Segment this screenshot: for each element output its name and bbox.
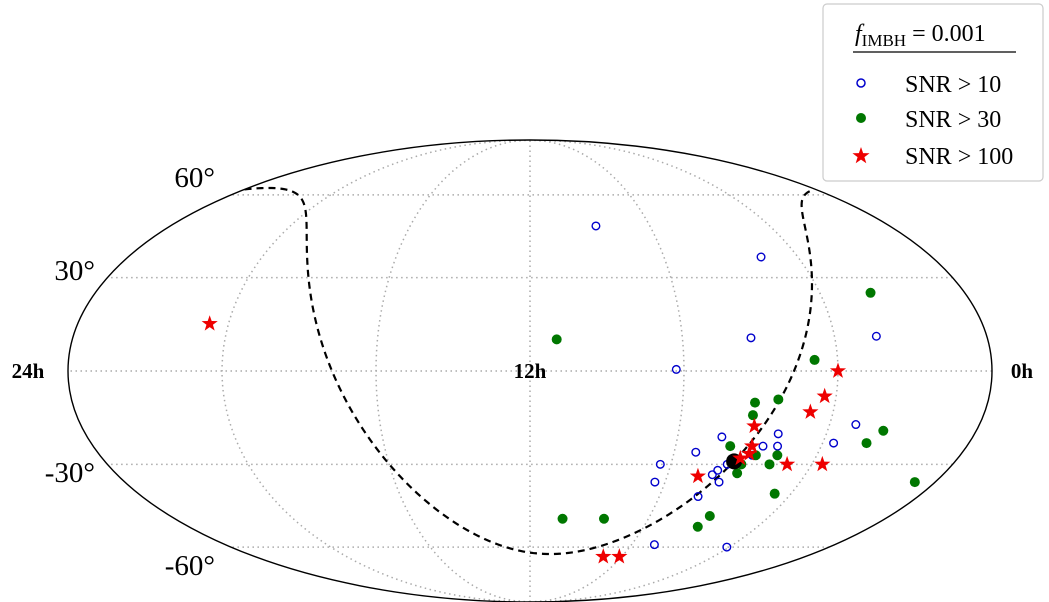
point-snr10 bbox=[655, 459, 665, 469]
point-snr30 bbox=[750, 397, 761, 408]
grid-meridian bbox=[375, 140, 531, 602]
data-points bbox=[201, 221, 920, 564]
point-snr100 bbox=[746, 417, 763, 433]
point-snr10 bbox=[756, 252, 766, 262]
legend-title: fIMBH = 0.001 bbox=[855, 21, 986, 50]
dec-label-60: 60° bbox=[174, 162, 215, 194]
point-snr100 bbox=[741, 445, 758, 461]
point-snr30 bbox=[551, 334, 562, 345]
point-snr10 bbox=[714, 477, 724, 487]
point-snr10 bbox=[671, 364, 681, 374]
dec-label-minus-60: -60° bbox=[165, 550, 215, 582]
point-snr100 bbox=[595, 548, 612, 564]
point-snr30 bbox=[772, 450, 783, 461]
legend: fIMBH = 0.001 SNR > 10 SNR > 30 SNR > 10… bbox=[822, 3, 1044, 182]
legend-marker-snr30 bbox=[856, 113, 866, 123]
point-snr30 bbox=[725, 441, 736, 452]
point-snr100 bbox=[743, 437, 761, 454]
point-snr100 bbox=[732, 449, 749, 466]
dec-label-30: 30° bbox=[54, 255, 95, 287]
point-snr100 bbox=[802, 403, 819, 419]
point-snr30 bbox=[878, 425, 889, 436]
point-snr10 bbox=[758, 441, 768, 451]
point-snr10 bbox=[829, 438, 839, 448]
galactic-plane-segment bbox=[244, 186, 735, 556]
legend-marker-snr100 bbox=[852, 147, 870, 164]
point-snr10 bbox=[717, 432, 727, 442]
point-snr10 bbox=[871, 331, 881, 341]
point-snr30 bbox=[769, 488, 780, 499]
legend-frame bbox=[822, 3, 1044, 182]
point-snr30 bbox=[809, 354, 820, 365]
point-snr10 bbox=[851, 420, 861, 430]
legend-label-snr30: SNR > 30 bbox=[905, 107, 1001, 133]
point-snr10 bbox=[707, 470, 717, 480]
point-snr10 bbox=[722, 542, 732, 552]
point-snr100 bbox=[816, 387, 833, 404]
point-snr30 bbox=[773, 394, 784, 405]
point-snr10 bbox=[691, 447, 701, 457]
point-snr100 bbox=[779, 455, 796, 472]
point-snr100 bbox=[814, 455, 831, 472]
grid-meridian bbox=[221, 140, 531, 602]
point-snr10 bbox=[693, 492, 703, 502]
point-snr30 bbox=[909, 477, 920, 488]
point-snr10 bbox=[591, 221, 601, 231]
ra-label-12h: 12h bbox=[514, 359, 547, 383]
point-snr30 bbox=[861, 438, 872, 449]
point-snr30 bbox=[598, 513, 609, 524]
point-snr30 bbox=[692, 521, 703, 532]
sky-boundary bbox=[67, 139, 993, 602]
ra-label-24h: 24h bbox=[12, 359, 45, 383]
legend-label-snr100: SNR > 100 bbox=[905, 144, 1013, 170]
point-snr30 bbox=[764, 459, 775, 470]
point-snr100 bbox=[829, 362, 847, 378]
galactic-plane-curve bbox=[244, 186, 814, 556]
galactic-plane-segment bbox=[733, 188, 814, 462]
point-snr100 bbox=[201, 315, 218, 331]
legend-label-snr10: SNR > 10 bbox=[905, 72, 1001, 98]
grid-meridian bbox=[529, 140, 685, 602]
point-snr100 bbox=[689, 467, 707, 484]
point-snr10 bbox=[746, 333, 756, 343]
point-snr10 bbox=[773, 429, 783, 439]
dec-label-minus-30: -30° bbox=[45, 457, 95, 489]
ra-label-0h: 0h bbox=[1011, 359, 1034, 383]
axis-labels: 60° 30° -30° -60° 24h 12h 0h bbox=[12, 162, 1034, 582]
legend-marker-snr10 bbox=[856, 78, 866, 88]
point-snr10 bbox=[649, 540, 659, 550]
point-snr10 bbox=[713, 465, 723, 475]
point-snr100 bbox=[611, 548, 628, 564]
point-snr30 bbox=[747, 410, 758, 421]
point-snr30 bbox=[557, 513, 568, 524]
point-snr30 bbox=[732, 468, 743, 479]
point-snr10 bbox=[773, 441, 783, 451]
point-snr10 bbox=[650, 477, 660, 487]
point-snr30 bbox=[865, 287, 876, 298]
point-snr30 bbox=[704, 511, 715, 522]
